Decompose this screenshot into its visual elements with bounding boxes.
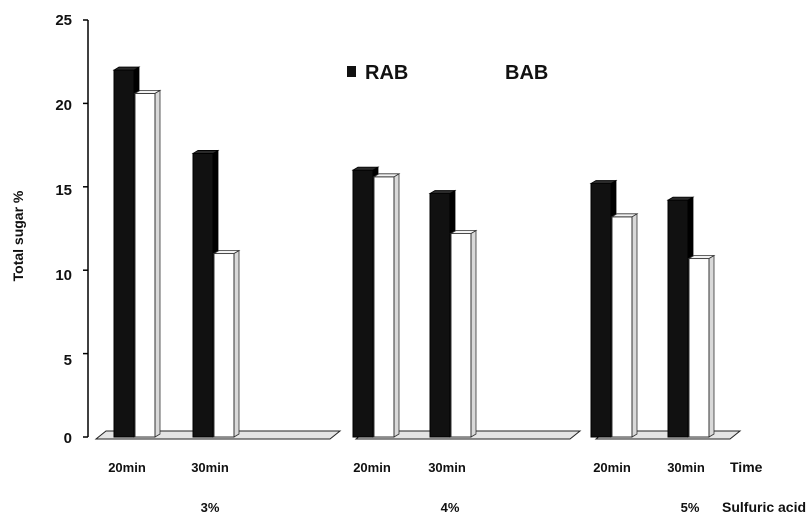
- bar-side: [631, 213, 638, 438]
- legend-label-bab: BAB: [505, 62, 548, 84]
- y-axis-title: Total sugar %: [10, 190, 26, 281]
- bar-top: [428, 190, 457, 194]
- category-label: 20min: [593, 460, 631, 475]
- category-label: 30min: [191, 460, 229, 475]
- bar-top: [191, 150, 220, 154]
- category-label: 30min: [667, 460, 705, 475]
- bar-side: [470, 229, 477, 438]
- bar-front: [590, 182, 612, 438]
- group-label: 5%: [681, 500, 700, 515]
- bar-bab: [133, 89, 162, 438]
- bar-front: [373, 176, 395, 438]
- bar-bab: [372, 173, 401, 438]
- bar-front: [192, 152, 214, 438]
- acid-axis-label: Sulfuric acid: [722, 499, 806, 515]
- legend-swatch-rab: [347, 66, 356, 77]
- y-tick-label: 5: [64, 352, 72, 369]
- bar-front: [611, 216, 633, 438]
- bar-top: [212, 250, 241, 254]
- bar-bab: [449, 229, 478, 438]
- y-tick-label: 10: [55, 267, 72, 284]
- bar-side: [393, 173, 400, 438]
- bar-top: [351, 166, 380, 171]
- bar-marks: [112, 66, 716, 438]
- bar-top: [589, 180, 618, 184]
- bar-side: [233, 249, 240, 438]
- bar-bab: [687, 254, 716, 438]
- time-axis-label: Time: [730, 459, 763, 475]
- bar-bab: [610, 213, 639, 438]
- bar-front: [429, 192, 451, 438]
- bar-front: [213, 253, 235, 438]
- bar-side: [154, 89, 161, 438]
- bar-top: [372, 173, 401, 178]
- bar-front: [352, 169, 374, 438]
- bar-side: [708, 254, 715, 438]
- bar-top: [133, 89, 162, 94]
- bar-top: [449, 230, 478, 234]
- category-label: 20min: [353, 460, 391, 475]
- bar-front: [134, 92, 156, 438]
- category-label: 30min: [428, 460, 466, 475]
- bar-front: [688, 258, 710, 438]
- bar-top: [687, 255, 716, 259]
- y-tick-label: 15: [55, 182, 72, 199]
- y-tick-label: 25: [55, 12, 72, 29]
- bar-top: [112, 66, 141, 71]
- group-label: 4%: [441, 500, 460, 515]
- bar-front: [667, 199, 689, 438]
- y-tick-marks: [83, 19, 88, 438]
- legend-label-rab: RAB: [365, 62, 408, 84]
- bar-top: [610, 213, 639, 218]
- bar-bab: [212, 249, 241, 438]
- y-tick-label: 20: [55, 97, 72, 114]
- bar-front: [450, 233, 472, 438]
- y-tick-label: 0: [64, 430, 72, 447]
- bar-front: [113, 69, 135, 438]
- bar-top: [666, 196, 695, 201]
- group-label: 3%: [201, 500, 220, 515]
- category-label: 20min: [108, 460, 146, 475]
